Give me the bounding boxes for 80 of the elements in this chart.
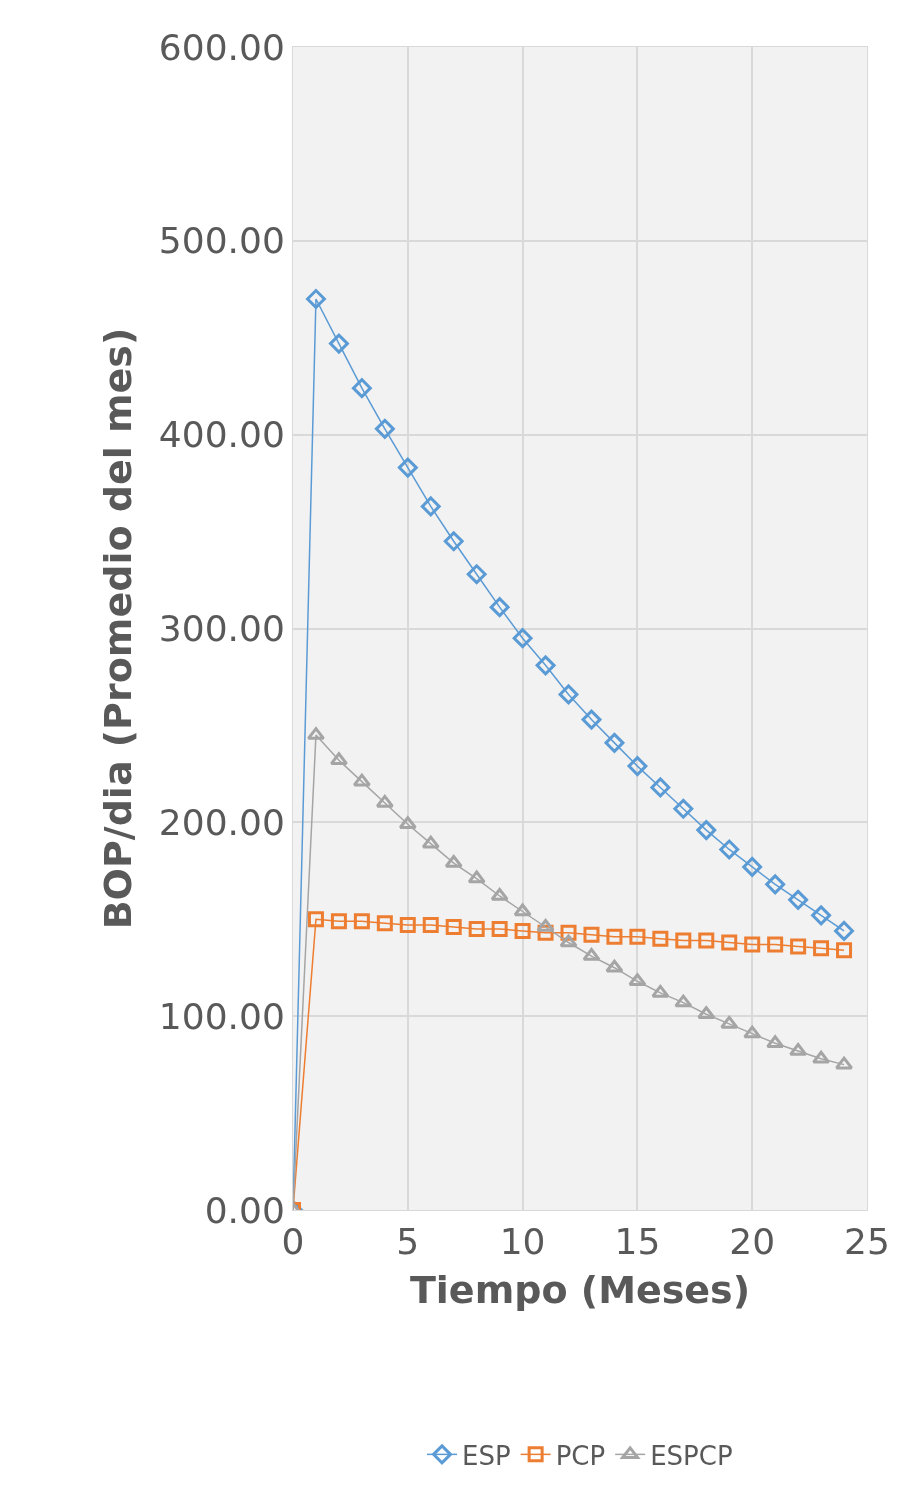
point <box>765 874 786 895</box>
y-tick-label: 400.00 <box>158 414 285 456</box>
point <box>420 496 441 517</box>
point <box>330 913 347 930</box>
point <box>834 920 854 941</box>
point <box>375 794 394 808</box>
point <box>306 289 326 309</box>
point <box>466 564 487 585</box>
legend-label: PCP <box>555 1440 606 1471</box>
legend-label: ESP <box>462 1440 511 1471</box>
y-tick-label: 500.00 <box>158 220 285 262</box>
y-tick-label: 100.00 <box>158 995 285 1037</box>
point <box>352 773 371 787</box>
point <box>836 942 853 959</box>
point <box>559 934 578 948</box>
y-tick-label: 600.00 <box>158 26 285 68</box>
point <box>627 756 648 777</box>
point <box>720 1015 739 1029</box>
point <box>651 984 670 998</box>
point <box>721 934 738 951</box>
point <box>399 917 416 934</box>
x-tick-label: 25 <box>844 1221 890 1263</box>
point <box>490 887 509 901</box>
point <box>698 932 715 949</box>
point <box>328 333 349 354</box>
point <box>835 1056 854 1070</box>
point <box>767 936 784 953</box>
point <box>742 856 763 877</box>
point <box>744 936 761 953</box>
y-tick-label: 200.00 <box>158 801 285 843</box>
point <box>374 418 395 439</box>
x-tick-label: 20 <box>729 1221 776 1263</box>
point <box>605 959 624 973</box>
x-tick-label: 10 <box>499 1221 546 1263</box>
point <box>696 820 717 841</box>
point <box>628 973 647 987</box>
point <box>813 940 830 957</box>
point <box>353 913 370 930</box>
point <box>719 839 740 860</box>
point <box>422 917 439 934</box>
point <box>650 777 671 798</box>
point <box>376 915 393 932</box>
point <box>811 905 832 926</box>
x-axis-title: Tiempo (Meses) <box>409 1268 751 1313</box>
point <box>790 938 807 955</box>
point <box>307 911 324 928</box>
point <box>673 798 694 819</box>
point <box>397 457 418 478</box>
x-tick-label: 15 <box>614 1221 661 1263</box>
y-tick-label: 300.00 <box>158 608 285 650</box>
legend-label: ESPCP <box>650 1440 733 1471</box>
point <box>467 870 486 884</box>
point <box>398 816 417 830</box>
point <box>468 920 485 937</box>
point <box>351 378 372 399</box>
y-axis-title: BOP/dia (Promedio del mes) <box>96 327 141 930</box>
point <box>514 922 531 939</box>
point <box>329 752 348 766</box>
point <box>604 732 625 753</box>
point <box>535 655 556 676</box>
point <box>766 1035 785 1049</box>
point <box>489 597 510 618</box>
point <box>675 932 692 949</box>
point <box>443 531 464 552</box>
point <box>674 994 693 1008</box>
point <box>581 709 602 730</box>
point <box>743 1025 762 1039</box>
x-tick-label: 5 <box>396 1221 420 1263</box>
point <box>445 919 462 935</box>
point <box>558 684 579 705</box>
point <box>583 926 600 943</box>
point <box>512 628 533 649</box>
point <box>491 920 508 937</box>
point <box>629 928 646 945</box>
point <box>606 928 623 945</box>
point <box>652 930 669 947</box>
point <box>421 835 440 849</box>
point <box>513 903 532 917</box>
point <box>812 1050 831 1064</box>
point <box>788 889 809 910</box>
